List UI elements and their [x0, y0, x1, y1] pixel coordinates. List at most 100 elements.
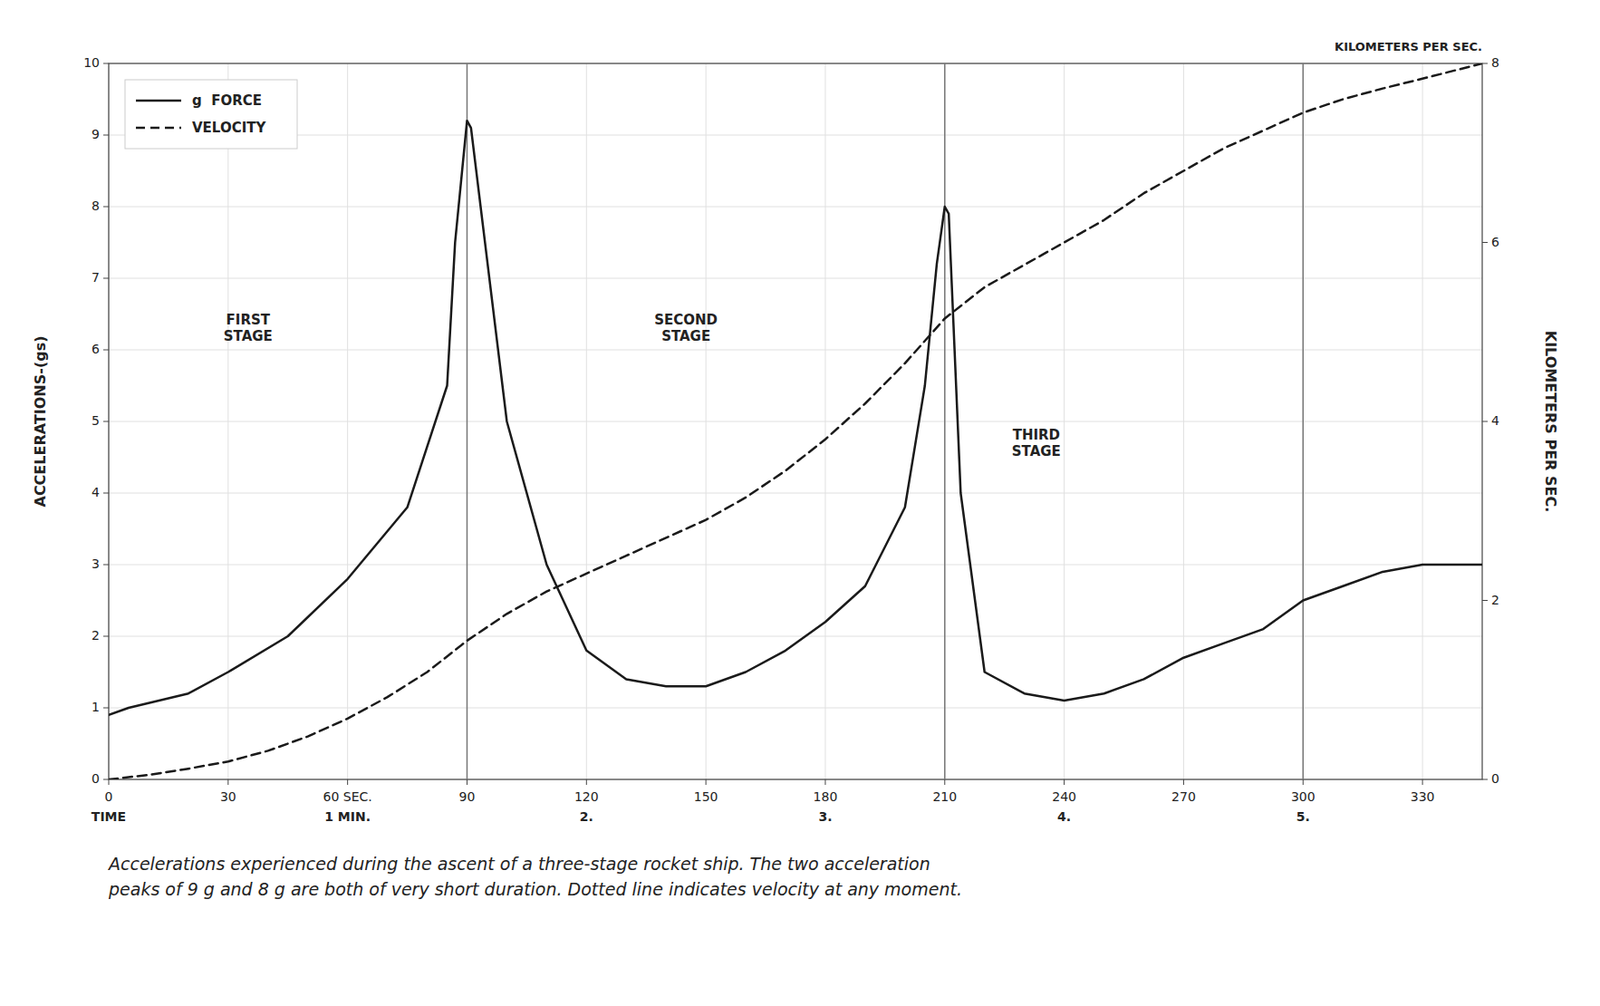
y-tick: [103, 63, 109, 65]
y2-tick: [1482, 599, 1488, 601]
y2-tick-label: 0: [1491, 771, 1500, 786]
stage-label: FIRSTSTAGE: [223, 311, 273, 345]
plot-area: [108, 63, 1483, 780]
x-tick: [466, 779, 468, 785]
y2-tick-label: 4: [1491, 413, 1500, 428]
x-grid-line: [1302, 63, 1304, 780]
y-tick: [103, 636, 109, 637]
caption-line: peaks of 9 g and 8 g are both of very sh…: [107, 878, 963, 899]
y-grid-line: [108, 564, 1483, 566]
x-tick: [944, 779, 945, 785]
y2-tick-label: 2: [1491, 592, 1500, 608]
stage-separator: [944, 63, 946, 780]
x-tick: [824, 779, 826, 785]
y2-unit-note: KILOMETERS PER SEC.: [1334, 39, 1483, 54]
x-axis: 03060 SEC.90120150180210240270300330TIME…: [91, 779, 1436, 824]
x-tick: [108, 779, 110, 785]
y-tick-label: 6: [91, 341, 100, 357]
x-tick-label: 300: [1291, 789, 1316, 804]
text-line: THIRD: [1012, 425, 1061, 443]
y-tick-label: 7: [91, 269, 100, 285]
x-tick-label: 60 SEC.: [323, 789, 373, 804]
y2-tick: [1482, 63, 1488, 65]
x-tick-label: 270: [1171, 789, 1196, 804]
y-tick-label: 4: [91, 484, 100, 500]
x-tick-label: 150: [693, 789, 719, 804]
y2-axis: 0 2 4 6 8 KILOMETERS PER SEC. KILOMETERS PER S…: [1334, 39, 1560, 786]
y-axis-label: ACCELERATIONS-(gs): [31, 335, 49, 507]
x-tick: [1422, 779, 1424, 785]
y-tick-label: 8: [91, 198, 100, 213]
x-tick: [227, 779, 229, 785]
x-grid-line: [466, 63, 468, 780]
legend: g FORCE VELOCITY: [125, 79, 298, 149]
y-tick: [103, 564, 109, 566]
y-grid-line: [108, 134, 1483, 136]
y-grid-line: [108, 707, 1483, 709]
x-grid-line: [944, 63, 945, 780]
y-tick: [103, 206, 109, 208]
legend-box: [125, 79, 298, 149]
y-grid-line: [108, 349, 1483, 351]
y-tick-label: 1: [91, 699, 100, 714]
x-tick-label: 0: [105, 789, 114, 804]
plot-frame: [108, 63, 1483, 780]
x-sublabel: 5.: [1296, 809, 1311, 824]
x-tick-label: 210: [932, 789, 957, 804]
legend-label: VELOCITY: [192, 119, 267, 136]
x-tick: [346, 779, 348, 785]
y2-tick: [1482, 779, 1488, 781]
x-sublabel: 3.: [818, 809, 832, 824]
x-sublabel: 1 MIN.: [324, 809, 371, 824]
text-line: SECOND: [654, 311, 718, 328]
caption-line: Accelerations experienced during the asc…: [106, 853, 931, 874]
x-tick: [1063, 779, 1065, 785]
text-line: STAGE: [223, 327, 273, 345]
stage-separator: [466, 63, 469, 780]
y-axis: 0 1 2 3 4 5 6 7 8 9 10 ACCELERATIONS-(gs): [31, 55, 109, 786]
y-tick: [103, 707, 109, 709]
legend-label: g FORCE: [192, 92, 262, 109]
y-grid-line: [108, 278, 1483, 280]
y-grid-line: [108, 636, 1483, 637]
y-tick-label: 5: [91, 413, 100, 428]
y2-tick: [1482, 421, 1488, 423]
y-tick: [103, 779, 109, 781]
caption: Accelerations experienced during the asc…: [106, 853, 963, 899]
y2-tick-label: 8: [1491, 55, 1500, 70]
y-grid-line: [108, 492, 1483, 494]
x-tick-label: 120: [574, 789, 599, 804]
y-tick-label: 9: [91, 126, 100, 142]
x-tick: [586, 779, 588, 785]
x-tick-label: 330: [1410, 789, 1436, 804]
y-tick-label: 2: [91, 627, 100, 643]
stage-label: SECONDSTAGE: [654, 311, 718, 345]
legend-swatch: [135, 99, 182, 103]
y-tick: [103, 278, 109, 280]
x-tick: [1302, 779, 1304, 785]
x-tick-label: 90: [459, 789, 476, 804]
y-grid-line: [108, 421, 1483, 423]
y-grid-line: [108, 206, 1483, 208]
y-tick: [103, 421, 109, 423]
x-sublabel: 4.: [1057, 809, 1071, 824]
y-tick-label: 3: [91, 556, 100, 571]
stage-separator: [1302, 63, 1305, 780]
series-line: [108, 63, 1483, 780]
y2-axis-label: KILOMETERS PER SEC.: [1542, 330, 1560, 513]
grid: [108, 63, 1483, 780]
stage-label: THIRDSTAGE: [1012, 425, 1061, 459]
x-tick-label: 240: [1051, 789, 1077, 804]
text-line: STAGE: [661, 327, 711, 345]
y-tick: [103, 134, 109, 136]
x-tick: [1183, 779, 1185, 785]
y-tick-label: 10: [83, 55, 100, 70]
text-line: FIRST: [226, 311, 271, 328]
y-tick-label: 0: [91, 771, 100, 786]
text-line: STAGE: [1012, 442, 1061, 459]
y-tick: [103, 492, 109, 494]
x-sublabel: TIME: [91, 809, 126, 824]
chart: FIRSTSTAGESECONDSTAGETHIRDSTAGE03060 SEC…: [0, 0, 1600, 1006]
y2-tick-label: 6: [1491, 234, 1500, 250]
x-tick-label: 30: [220, 789, 237, 804]
